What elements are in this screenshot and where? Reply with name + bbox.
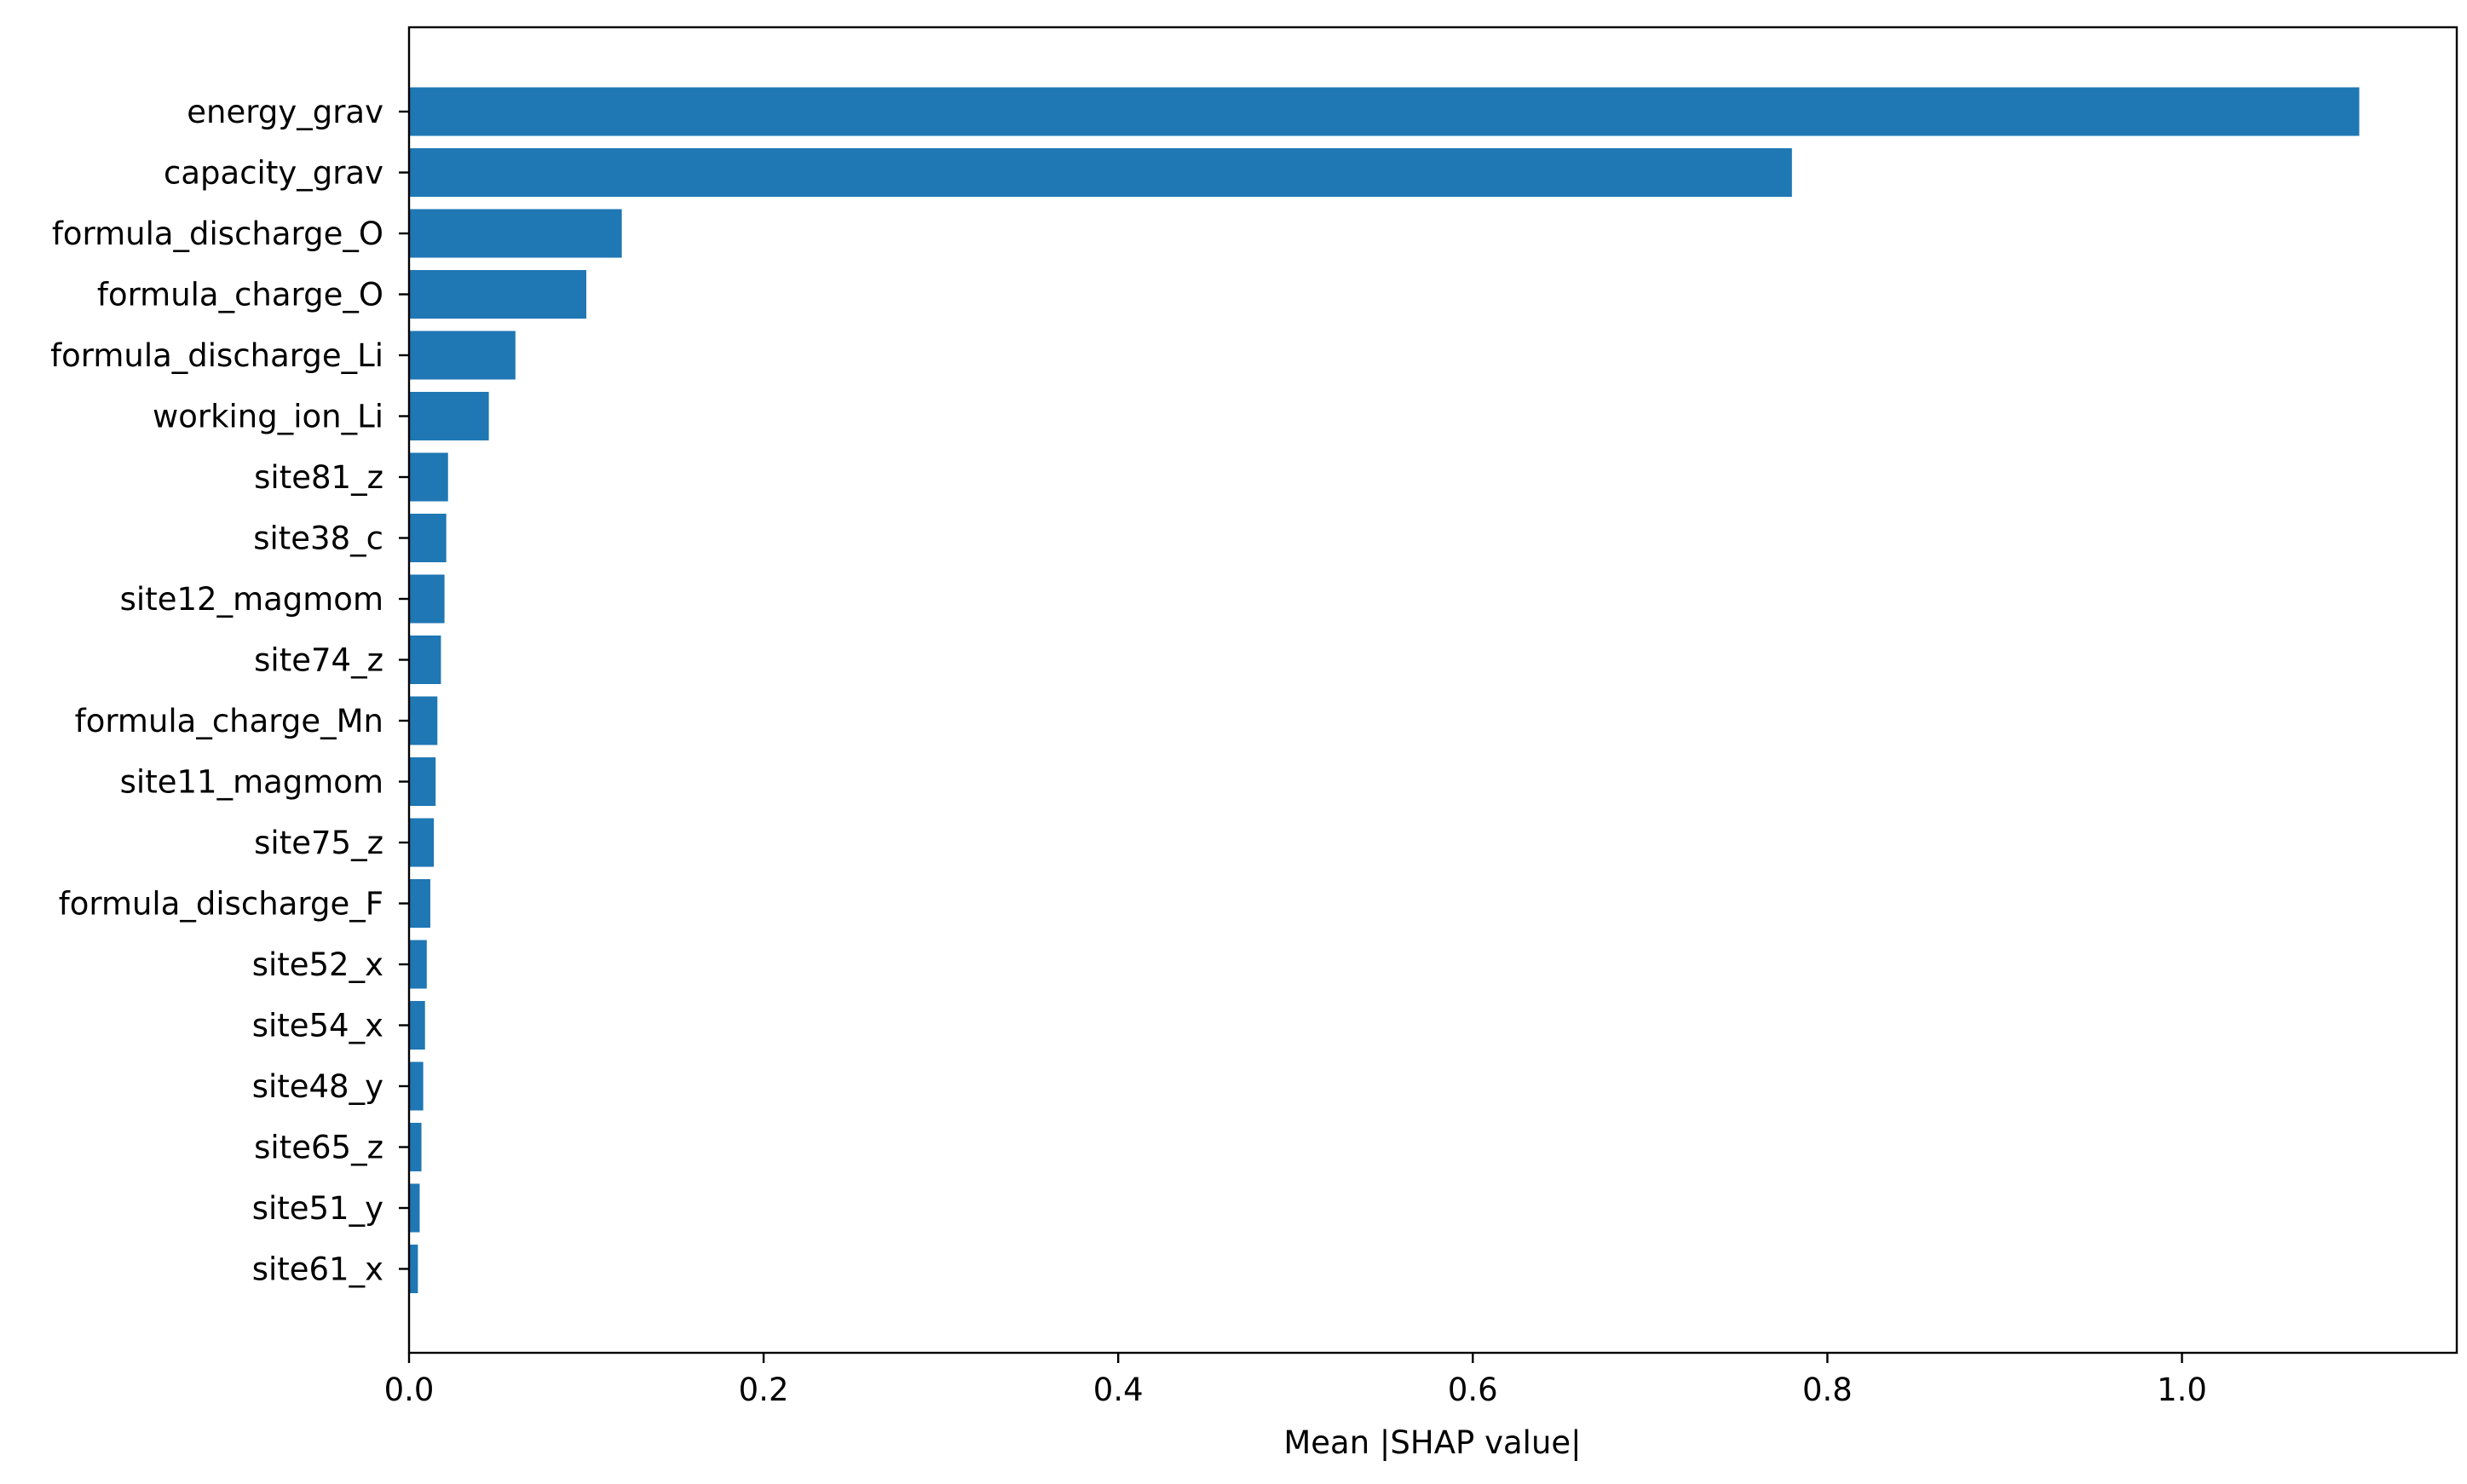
category-label: site81_z: [254, 459, 383, 496]
bar-formula_discharge_O: [409, 209, 622, 258]
bar-site12_magmom: [409, 574, 445, 624]
category-label: formula_discharge_F: [59, 886, 383, 923]
category-label: site61_x: [252, 1251, 383, 1288]
category-label: formula_discharge_O: [52, 216, 383, 252]
category-label: site65_z: [254, 1130, 383, 1166]
bar-site51_y: [409, 1183, 420, 1233]
category-label: site12_magmom: [120, 581, 383, 618]
category-label: site11_magmom: [120, 764, 383, 801]
bar-group: [409, 87, 2360, 1293]
x-tick-label: 0.2: [739, 1372, 789, 1408]
category-label: site52_x: [252, 946, 383, 983]
bar-site11_magmom: [409, 757, 436, 806]
bar-site65_z: [409, 1123, 422, 1171]
category-label: formula_discharge_Li: [50, 337, 383, 374]
plot-frame: [407, 26, 2458, 1355]
category-label: working_ion_Li: [153, 399, 383, 435]
category-label: site74_z: [254, 642, 383, 679]
bar-working_ion_Li: [409, 392, 489, 440]
category-labels: energy_grav capacity_grav formula_discharg…: [50, 94, 409, 1288]
category-label: site48_y: [252, 1068, 383, 1105]
category-label: capacity_grav: [164, 155, 383, 192]
category-label: energy_grav: [187, 94, 383, 130]
x-tick-label: 0.4: [1093, 1372, 1144, 1408]
category-label: site54_x: [252, 1008, 383, 1044]
x-tick-label: 0.0: [384, 1372, 435, 1408]
x-tick-label: 0.6: [1448, 1372, 1498, 1408]
bar-formula_charge_O: [409, 270, 587, 319]
bar-site81_z: [409, 452, 448, 502]
x-tick-label: 0.8: [1802, 1372, 1853, 1408]
bar-formula_discharge_Li: [409, 331, 516, 380]
x-tick-label: 1.0: [2157, 1372, 2207, 1408]
x-axis-ticks: 0.0 0.2 0.4 0.6 0.8 1.0: [384, 1353, 2207, 1408]
category-label: formula_charge_O: [97, 277, 383, 313]
bar-formula_discharge_F: [409, 879, 430, 928]
x-axis-label: Mean |SHAP value|: [1283, 1424, 1581, 1461]
bar-capacity_grav: [409, 148, 1792, 197]
bar-site61_x: [409, 1245, 418, 1293]
category-label: site38_c: [253, 521, 383, 557]
bar-site75_z: [409, 818, 435, 867]
category-label: site75_z: [254, 825, 383, 861]
bar-site48_y: [409, 1061, 424, 1111]
bar-site38_c: [409, 514, 447, 562]
category-label: site51_y: [252, 1190, 383, 1227]
bar-site74_z: [409, 636, 441, 684]
bar-formula_charge_Mn: [409, 696, 438, 745]
bar-energy_grav: [409, 87, 2360, 136]
bar-site54_x: [409, 1001, 425, 1050]
bar-site52_x: [409, 940, 427, 989]
category-label: formula_charge_Mn: [75, 703, 383, 739]
